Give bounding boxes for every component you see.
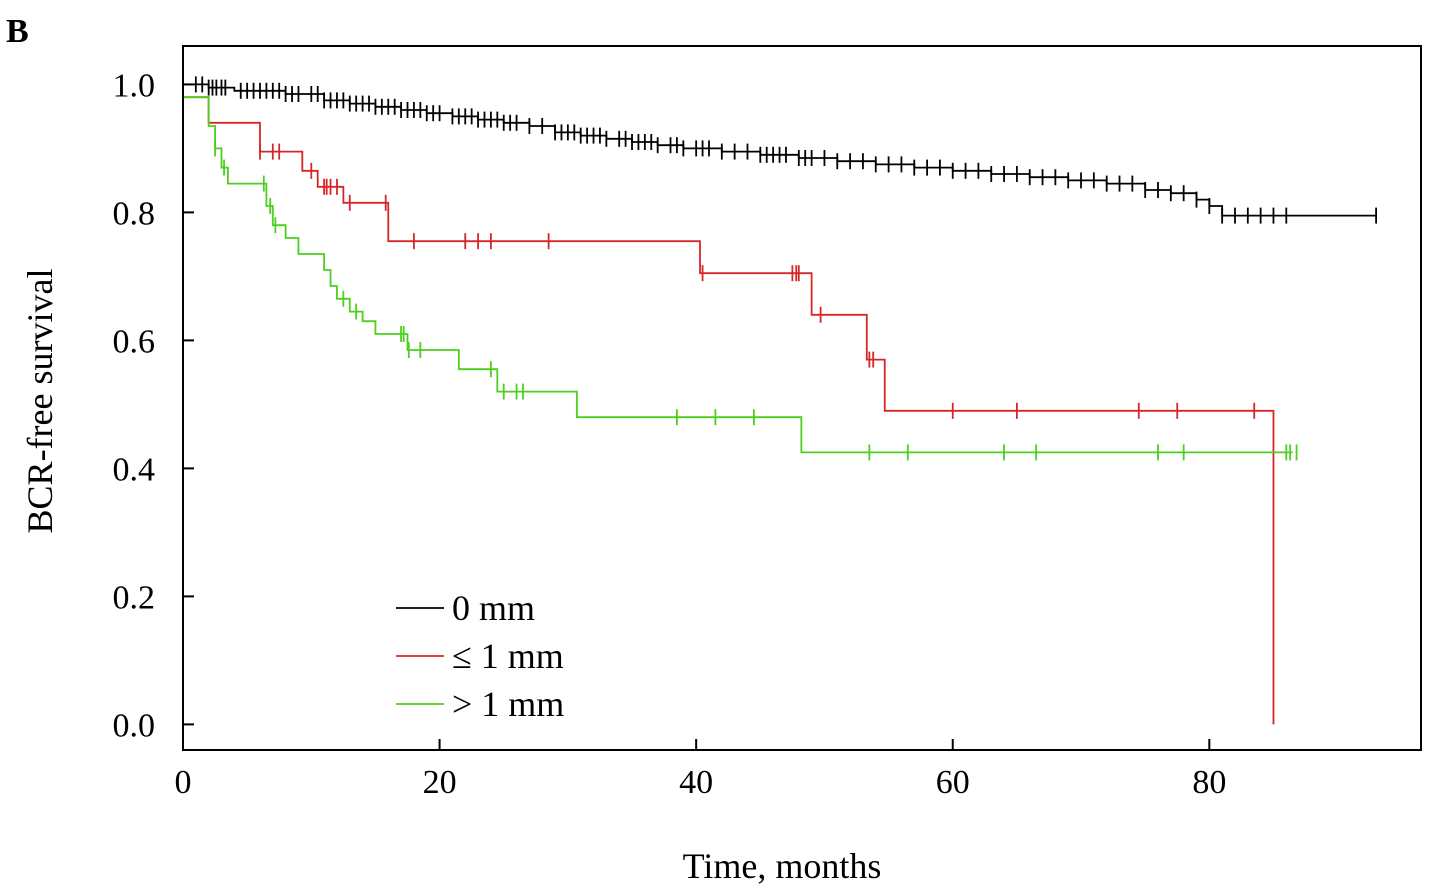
x-tick-label: 40 bbox=[679, 764, 713, 801]
y-axis-label: BCR-free survival bbox=[20, 269, 60, 534]
plot-area bbox=[183, 76, 1377, 725]
legend-entry: 0 mm bbox=[452, 588, 535, 628]
x-axis-label: Time, months bbox=[683, 846, 882, 886]
legend-entry: > 1 mm bbox=[452, 684, 564, 724]
legend-entry: ≤ 1 mm bbox=[452, 636, 564, 676]
x-tick-label: 60 bbox=[936, 764, 970, 801]
panel-label: B bbox=[6, 13, 29, 50]
series-3 bbox=[183, 96, 1298, 461]
legend: 0 mm ≤ 1 mm > 1 mm bbox=[396, 588, 564, 724]
y-tick-label: 0.2 bbox=[113, 579, 156, 616]
x-tick-label: 20 bbox=[423, 764, 457, 801]
axes: 0 20 40 60 80 0.0 0.2 0.4 0.6 0.8 1.0 bbox=[113, 45, 1422, 801]
y-tick-label: 0.0 bbox=[113, 707, 156, 744]
series-line bbox=[183, 96, 1293, 454]
y-tick-label: 0.8 bbox=[113, 195, 156, 232]
x-tick-label: 0 bbox=[175, 764, 192, 801]
y-tick-label: 1.0 bbox=[113, 67, 156, 104]
plot-frame bbox=[182, 45, 1422, 751]
series-line bbox=[183, 96, 1275, 725]
x-tick-label: 80 bbox=[1192, 764, 1226, 801]
y-tick-label: 0.6 bbox=[113, 323, 156, 360]
y-tick-label: 0.4 bbox=[113, 451, 156, 488]
series-1 bbox=[183, 76, 1377, 224]
series-2 bbox=[183, 96, 1275, 725]
